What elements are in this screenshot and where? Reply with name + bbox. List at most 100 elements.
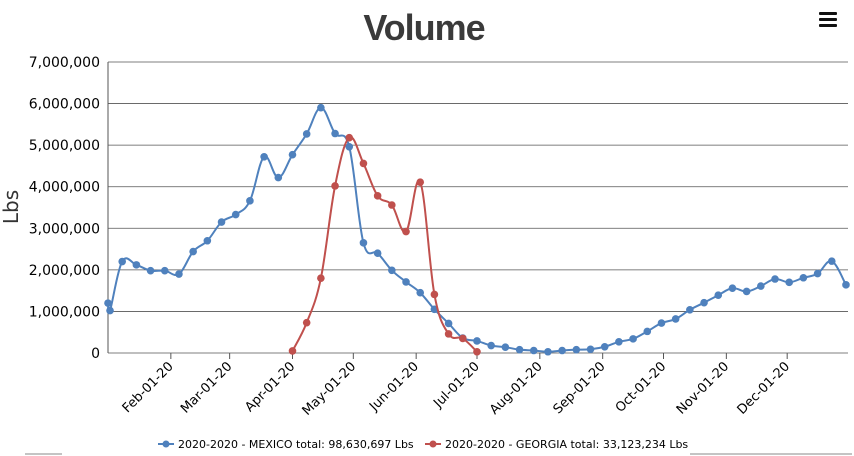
data-point[interactable] xyxy=(189,247,197,256)
data-point[interactable] xyxy=(799,273,808,282)
data-point[interactable] xyxy=(473,347,481,356)
y-tick-label: 0 xyxy=(91,346,100,362)
y-axis-label: Lbs xyxy=(0,190,23,224)
x-tick-label: Oct-01-20 xyxy=(613,359,670,416)
data-point[interactable] xyxy=(643,327,652,336)
data-point[interactable] xyxy=(657,319,666,327)
data-point[interactable] xyxy=(827,257,836,265)
data-point[interactable] xyxy=(260,152,268,161)
data-point[interactable] xyxy=(757,282,765,290)
data-point[interactable] xyxy=(359,239,368,247)
series-line xyxy=(107,106,847,353)
data-point[interactable] xyxy=(416,288,425,297)
data-point[interactable] xyxy=(515,345,524,354)
data-point[interactable] xyxy=(785,278,794,287)
data-point[interactable] xyxy=(118,257,126,266)
data-point[interactable] xyxy=(302,130,311,138)
data-point[interactable] xyxy=(600,342,609,351)
data-point[interactable] xyxy=(146,266,155,275)
data-point[interactable] xyxy=(175,270,183,278)
data-point[interactable] xyxy=(473,337,481,345)
x-tick-label: Jun-01-20 xyxy=(366,359,422,415)
data-point[interactable] xyxy=(388,201,396,209)
data-point[interactable] xyxy=(586,345,595,354)
data-point[interactable] xyxy=(373,249,382,258)
data-point[interactable] xyxy=(544,347,552,356)
x-tick-label: Sep-01-20 xyxy=(551,359,609,417)
data-point[interactable] xyxy=(771,275,779,283)
data-point[interactable] xyxy=(317,274,325,282)
x-tick-label: May-01-20 xyxy=(300,359,359,418)
legend-label: 2020-2020 - MEXICO total: 98,630,697 Lbs xyxy=(178,438,414,451)
data-point[interactable] xyxy=(742,287,751,296)
data-point[interactable] xyxy=(345,133,354,142)
data-point[interactable] xyxy=(203,236,212,245)
y-tick-label: 1,000,000 xyxy=(29,304,100,320)
x-tick-label: Feb-01-20 xyxy=(120,359,177,416)
series-lines xyxy=(104,103,850,356)
data-point[interactable] xyxy=(104,299,112,307)
data-point[interactable] xyxy=(331,129,339,138)
data-point[interactable] xyxy=(359,159,368,168)
x-tick-label: Mar-01-20 xyxy=(178,359,235,416)
x-axis-ticks: Feb-01-20 Mar-01-20 Apr-01-20 May-01-20 Jun-… xyxy=(120,353,793,419)
data-point[interactable] xyxy=(444,319,453,328)
data-point[interactable] xyxy=(686,305,694,314)
data-point[interactable] xyxy=(274,173,283,182)
data-point[interactable] xyxy=(231,210,240,219)
legend-swatch-marker xyxy=(162,440,170,448)
data-point[interactable] xyxy=(246,197,254,205)
data-point[interactable] xyxy=(416,178,425,186)
data-point[interactable] xyxy=(402,227,410,236)
x-tick-label: Nov-01-20 xyxy=(674,359,732,417)
data-point[interactable] xyxy=(558,346,566,355)
gridlines xyxy=(107,61,848,354)
data-point[interactable] xyxy=(317,103,325,112)
data-point[interactable] xyxy=(132,261,141,269)
data-point[interactable] xyxy=(288,150,297,159)
data-point[interactable] xyxy=(487,341,495,350)
x-tick-label: Aug-01-20 xyxy=(487,359,546,418)
series-line xyxy=(291,136,478,353)
y-axis-ticks: 0 1,000,000 2,000,000 3,000,000 4,000,000 5,0… xyxy=(29,55,100,362)
data-point[interactable] xyxy=(444,330,453,338)
data-point[interactable] xyxy=(714,291,723,300)
chart-title: Volume xyxy=(363,7,484,48)
data-point[interactable] xyxy=(572,345,581,354)
data-point[interactable] xyxy=(373,192,382,200)
data-point[interactable] xyxy=(813,269,822,278)
y-tick-label: 7,000,000 xyxy=(29,55,100,71)
data-point[interactable] xyxy=(217,218,226,226)
data-point[interactable] xyxy=(430,290,439,299)
y-tick-label: 5,000,000 xyxy=(29,138,100,154)
legend-label: 2020-2020 - GEORGIA total: 33,123,234 Lb… xyxy=(445,438,688,451)
data-point[interactable] xyxy=(501,343,510,351)
series-mexico xyxy=(104,103,850,356)
data-point[interactable] xyxy=(388,266,396,275)
y-tick-label: 4,000,000 xyxy=(29,180,100,196)
data-point[interactable] xyxy=(331,182,339,190)
data-point[interactable] xyxy=(728,284,737,292)
data-point[interactable] xyxy=(671,315,680,323)
data-point[interactable] xyxy=(160,266,169,275)
data-point[interactable] xyxy=(529,346,538,355)
y-tick-label: 6,000,000 xyxy=(29,97,100,113)
x-tick-label: Dec-01-20 xyxy=(735,359,793,417)
legend-swatch-marker xyxy=(429,440,437,448)
data-point[interactable] xyxy=(345,143,354,151)
data-point[interactable] xyxy=(302,318,311,327)
data-point[interactable] xyxy=(106,306,114,315)
hamburger-menu-icon[interactable] xyxy=(819,12,837,28)
data-point[interactable] xyxy=(458,334,467,343)
legend-item[interactable]: 2020-2020 - GEORGIA total: 33,123,234 Lb… xyxy=(425,438,688,451)
data-point[interactable] xyxy=(615,337,623,346)
data-point[interactable] xyxy=(700,298,708,307)
data-point[interactable] xyxy=(842,281,850,289)
data-point[interactable] xyxy=(629,335,637,343)
y-tick-label: 2,000,000 xyxy=(29,263,100,279)
legend-item[interactable]: 2020-2020 - MEXICO total: 98,630,697 Lbs xyxy=(158,438,414,451)
legend[interactable]: 2020-2020 - MEXICO total: 98,630,697 Lbs… xyxy=(158,438,688,451)
data-point[interactable] xyxy=(402,278,410,286)
data-point[interactable] xyxy=(288,347,297,355)
